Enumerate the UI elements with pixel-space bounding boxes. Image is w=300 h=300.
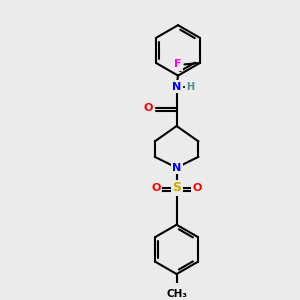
Text: F: F (174, 59, 181, 69)
Text: CH₃: CH₃ (166, 289, 187, 299)
Text: O: O (151, 183, 160, 193)
Text: N: N (172, 82, 181, 92)
Text: H: H (187, 82, 195, 92)
Text: N: N (172, 163, 181, 172)
Text: O: O (144, 103, 153, 113)
Text: O: O (193, 183, 202, 193)
Text: S: S (172, 181, 181, 194)
